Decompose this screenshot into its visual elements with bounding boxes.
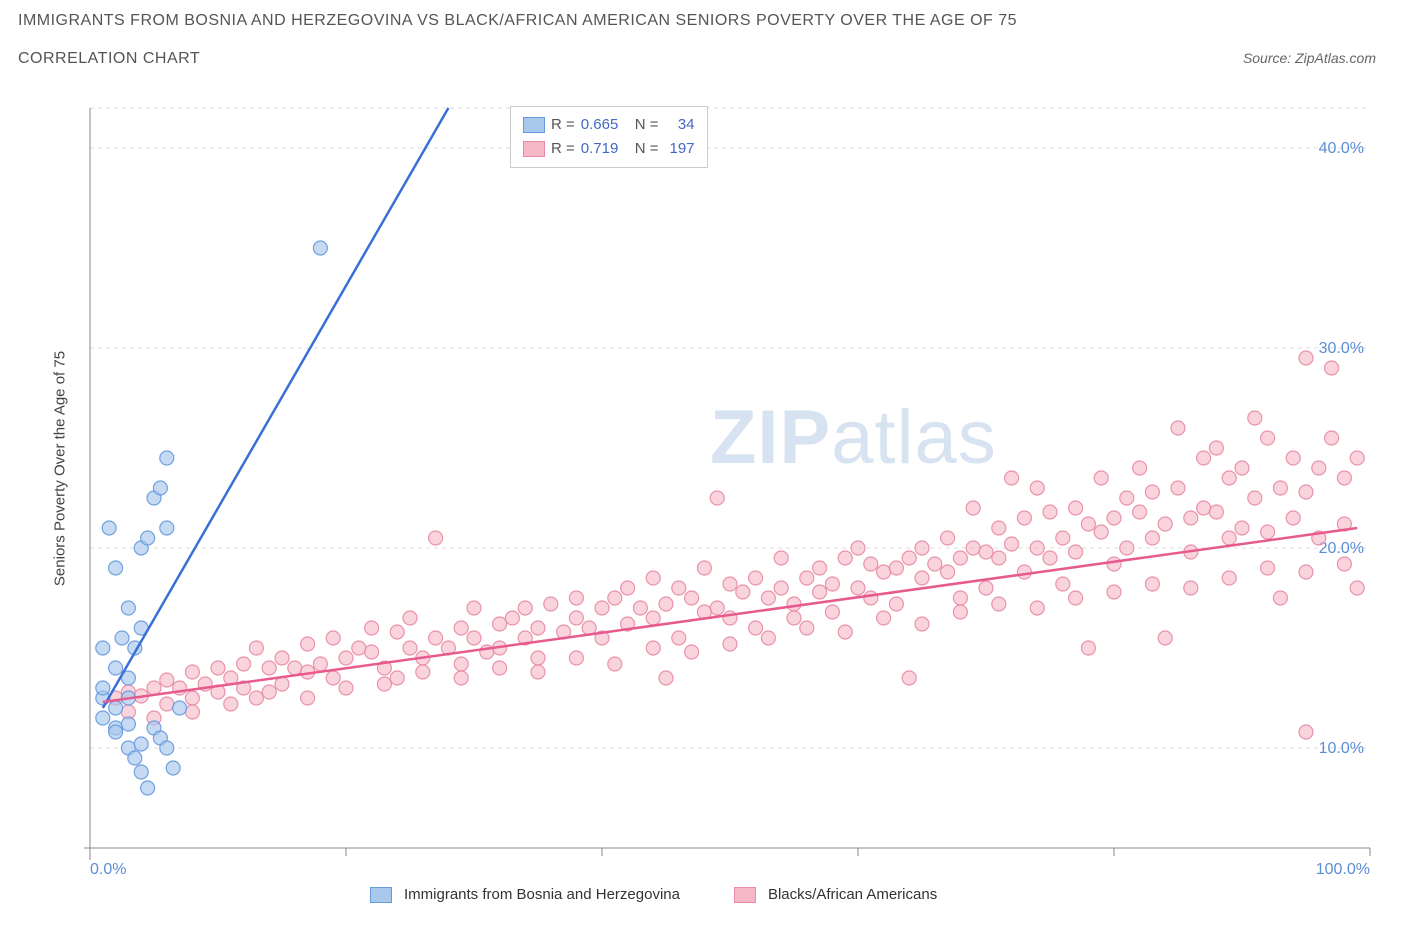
stat-n-value-1: 34 [665, 113, 695, 137]
swatch-pink [734, 887, 756, 903]
stats-row-series1: R = 0.665 N = 34 [523, 113, 695, 137]
watermark-bold: ZIP [710, 395, 831, 480]
chart-title-line2: CORRELATION CHART [18, 50, 200, 68]
svg-text:30.0%: 30.0% [1319, 340, 1364, 357]
stat-r-value-1: 0.665 [581, 113, 629, 137]
swatch-pink [523, 141, 545, 157]
scatter-plot: 0.0% 100.0% 10.0% 20.0% 30.0% 40.0% [70, 100, 1390, 880]
correlation-chart: Seniors Poverty Over the Age of 75 0.0%1… [70, 100, 1390, 860]
svg-text:40.0%: 40.0% [1319, 140, 1364, 157]
stats-row-series2: R = 0.719 N = 197 [523, 137, 695, 161]
legend-label-1: Immigrants from Bosnia and Herzegovina [404, 886, 680, 903]
svg-text:10.0%: 10.0% [1319, 740, 1364, 757]
source-name: ZipAtlas.com [1295, 50, 1376, 66]
stat-r-label: R = [551, 137, 575, 161]
stat-n-label: N = [635, 137, 659, 161]
source-label: Source: ZipAtlas.com [1243, 50, 1376, 66]
stat-n-value-2: 197 [665, 137, 695, 161]
stats-legend: R = 0.665 N = 34 R = 0.719 N = 197 [510, 106, 708, 168]
svg-text:100.0%: 100.0% [1316, 861, 1370, 878]
y-axis-title: Seniors Poverty Over the Age of 75 [52, 339, 69, 599]
svg-text:20.0%: 20.0% [1319, 540, 1364, 557]
svg-text:0.0%: 0.0% [90, 861, 126, 878]
watermark-light: atlas [831, 395, 997, 480]
source-prefix: Source: [1243, 50, 1295, 66]
swatch-blue [523, 117, 545, 133]
stat-n-label: N = [635, 113, 659, 137]
chart-title-line1: IMMIGRANTS FROM BOSNIA AND HERZEGOVINA V… [18, 12, 1017, 30]
swatch-blue [370, 887, 392, 903]
stat-r-value-2: 0.719 [581, 137, 629, 161]
watermark: ZIPatlas [710, 394, 997, 481]
bottom-legend: Immigrants from Bosnia and Herzegovina B… [370, 886, 937, 903]
stat-r-label: R = [551, 113, 575, 137]
legend-label-2: Blacks/African Americans [768, 886, 937, 903]
